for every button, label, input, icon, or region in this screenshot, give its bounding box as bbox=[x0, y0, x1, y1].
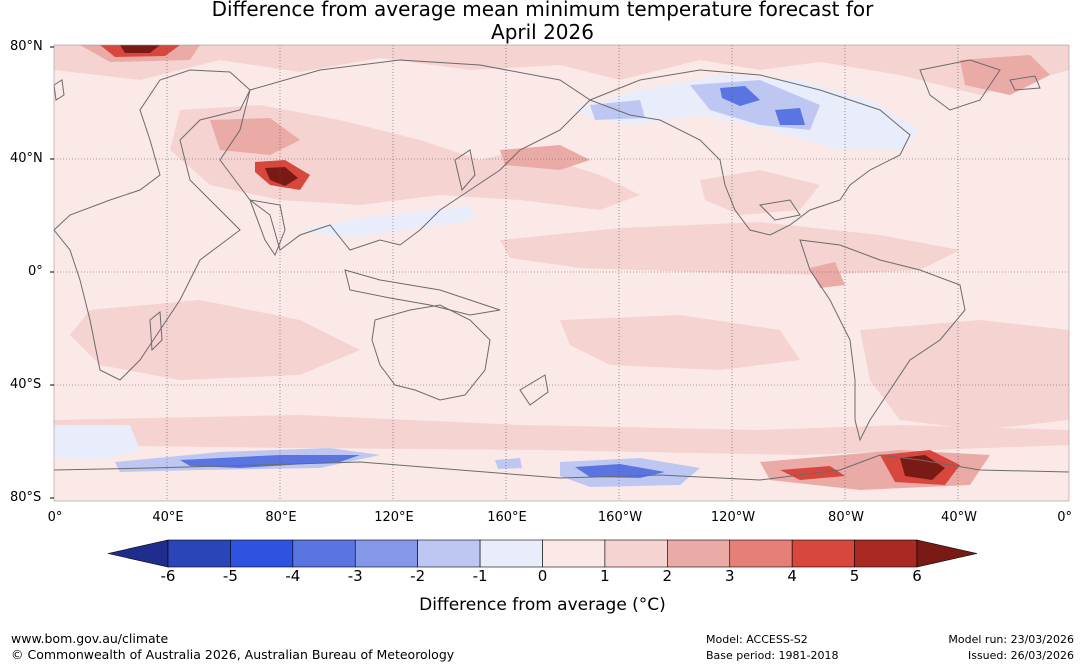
lon-label-0-right: 0° bbox=[1057, 510, 1072, 525]
lon-label-160w: 160°W bbox=[597, 510, 643, 525]
lon-label-40e: 40°E bbox=[152, 510, 184, 525]
warm-region-southern-ring bbox=[54, 415, 1069, 455]
colorbar-tick-label: -1 bbox=[472, 567, 488, 585]
coastline-gulf-of-mexico bbox=[758, 199, 801, 221]
colorbar-tick-label: -5 bbox=[222, 567, 238, 585]
colorbar-swatch bbox=[167, 539, 231, 568]
chart-title: Difference from average mean minimum tem… bbox=[0, 0, 1085, 44]
cool-strong-ross bbox=[575, 464, 665, 478]
colorbar-tick-label: 1 bbox=[600, 567, 610, 585]
colorbar-swatch bbox=[542, 539, 606, 568]
lat-label-0: 0° bbox=[28, 264, 43, 279]
colorbar-swatch bbox=[604, 539, 668, 568]
cool-strong-canada bbox=[720, 86, 760, 106]
footer-copyright: © Commonwealth of Australia 2026, Austra… bbox=[11, 647, 455, 662]
lon-label-0-left: 0° bbox=[47, 510, 63, 525]
colorbar-swatch bbox=[354, 539, 418, 568]
coastline-indonesia bbox=[344, 269, 501, 316]
coastline-india bbox=[249, 199, 286, 257]
coastline-antarctica bbox=[53, 454, 1070, 481]
coastline-south-america bbox=[799, 239, 966, 442]
warm-extreme-arctic bbox=[120, 45, 160, 53]
warm-extreme-tibet bbox=[265, 167, 298, 186]
axis-ticks bbox=[50, 46, 54, 499]
colorbar-swatch bbox=[729, 539, 793, 568]
footer-base-period: Base period: 1981-2018 bbox=[706, 649, 839, 662]
warm-core-central-asia bbox=[210, 118, 300, 155]
lon-label-120e: 120°E bbox=[374, 510, 414, 525]
colorbar-swatch bbox=[791, 539, 855, 568]
lon-label-160e: 160°E bbox=[487, 510, 527, 525]
colorbar-tick-label: -2 bbox=[410, 567, 426, 585]
colorbar-extend-high bbox=[916, 539, 978, 568]
warm-core-north-atlantic bbox=[960, 55, 1050, 95]
coastline-japan bbox=[454, 149, 476, 192]
lat-label-80n: 80°N bbox=[10, 39, 43, 54]
colorbar-swatch bbox=[479, 539, 543, 568]
colorbar-tick-label: -3 bbox=[347, 567, 363, 585]
colorbar-swatch bbox=[417, 539, 481, 568]
lat-label-40n: 40°N bbox=[10, 151, 43, 166]
colorbar-tick-label: 2 bbox=[662, 567, 673, 585]
lon-label-80e: 80°E bbox=[265, 510, 297, 525]
cool-region-southern-ocean-w bbox=[54, 425, 140, 460]
colorbar-swatch bbox=[854, 539, 918, 568]
colorbar-tick-label: 0 bbox=[537, 567, 548, 585]
lon-label-120w: 120°W bbox=[710, 510, 756, 525]
colorbar-swatch bbox=[230, 539, 294, 568]
coastline-madagascar bbox=[149, 311, 163, 352]
warm-region-indian-ocean bbox=[70, 300, 360, 380]
lat-label-80s: 80°S bbox=[10, 490, 42, 505]
colorbar-swatch bbox=[667, 539, 731, 568]
footer-model: Model: ACCESS-S2 bbox=[706, 633, 808, 646]
footer-model-run: Model run: 23/03/2026 bbox=[948, 633, 1074, 646]
colorbar-tick-label: -4 bbox=[285, 567, 301, 585]
colorbar-label: Difference from average (°C) bbox=[419, 595, 666, 615]
warm-core-central-america bbox=[810, 262, 845, 288]
colorbar-tick-label: 3 bbox=[724, 567, 735, 585]
colorbar-tick-label: 4 bbox=[787, 567, 797, 585]
coastline-greenland bbox=[919, 59, 1001, 111]
coastlines bbox=[53, 59, 1070, 481]
lon-label-40w: 40°W bbox=[941, 510, 977, 525]
anomaly-layer bbox=[54, 45, 1069, 490]
colorbar-tick-label: 6 bbox=[912, 567, 922, 585]
title-line-2: April 2026 bbox=[491, 20, 594, 44]
warm-extreme-antarctic bbox=[900, 455, 945, 480]
warm-region-east-pacific bbox=[700, 170, 820, 215]
colorbar-tick-label: -6 bbox=[160, 567, 176, 585]
title-line-1: Difference from average mean minimum tem… bbox=[211, 0, 874, 21]
coastline-iceland bbox=[1009, 75, 1041, 91]
coastline-new-zealand bbox=[519, 374, 549, 406]
colorbar-extend-low bbox=[107, 539, 169, 568]
colorbar bbox=[107, 539, 978, 568]
warm-core-china bbox=[500, 145, 590, 170]
coastline-asia bbox=[219, 59, 591, 251]
footer-website[interactable]: www.bom.gov.au/climate bbox=[11, 631, 169, 646]
warm-region-south-atlantic bbox=[860, 320, 1069, 430]
gridlines bbox=[54, 45, 1069, 501]
cool-region-pacific-band bbox=[300, 205, 475, 238]
cool-spot-pacific bbox=[495, 458, 522, 469]
coastline-north-america bbox=[588, 69, 911, 236]
warm-region-south-pacific bbox=[560, 315, 800, 370]
colorbar-tick-label: 5 bbox=[849, 567, 860, 585]
cool-strong-hudson bbox=[775, 108, 805, 125]
coastline-uk bbox=[53, 79, 65, 101]
map-frame bbox=[53, 44, 1070, 502]
coastline-africa-europe bbox=[53, 69, 251, 381]
coastline-australia bbox=[371, 304, 491, 401]
cool-strong-antarctic-east bbox=[180, 455, 360, 468]
lon-label-80w: 80°W bbox=[828, 510, 864, 525]
lat-label-40s: 40°S bbox=[10, 377, 42, 392]
colorbar-swatch bbox=[292, 539, 356, 568]
footer-issued: Issued: 26/03/2026 bbox=[967, 649, 1074, 662]
warm-region-arctic bbox=[54, 45, 1069, 95]
